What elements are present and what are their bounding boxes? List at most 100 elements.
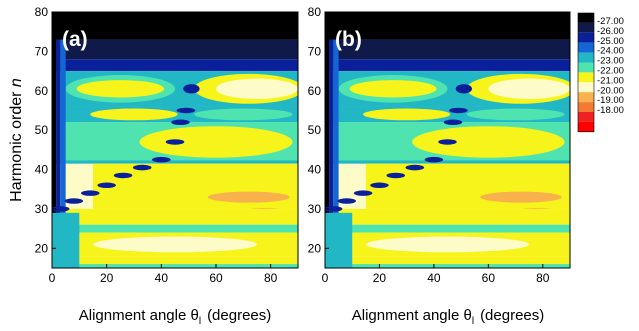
heatmap-region — [76, 80, 165, 98]
y-tick-label: 20 — [308, 241, 322, 255]
heatmap-b — [325, 12, 570, 268]
x-tick-label: 60 — [482, 271, 496, 285]
heatmap-region — [370, 182, 389, 189]
colorbar-label: -21.00 — [597, 75, 624, 86]
heatmap-region — [97, 182, 116, 189]
heatmap-region — [176, 107, 196, 114]
heatmap-a — [52, 12, 298, 268]
x-tick-label: 60 — [209, 271, 223, 285]
colorbar-swatch — [578, 72, 594, 83]
heatmap-band — [52, 264, 298, 268]
heatmap-region — [132, 164, 152, 171]
x-tick-label: 20 — [100, 271, 114, 285]
heatmap-band — [325, 12, 570, 40]
colorbar-label: -20.00 — [597, 85, 624, 96]
heatmap-region — [424, 156, 444, 163]
colorbar-swatch — [578, 13, 594, 23]
heatmap-band — [52, 59, 298, 72]
y-tick-label: 50 — [35, 123, 49, 137]
heatmap-region — [349, 80, 437, 98]
colorbar-swatch — [578, 121, 594, 132]
panel-a: 0 20 40 60 80 20 30 40 50 60 70 80 (a) Harmonic ord… — [8, 5, 299, 327]
colorbar: -27.00-26.00-25.00-24.00-23.00-22.00-21.… — [577, 12, 624, 133]
heatmap-region — [353, 190, 373, 196]
heatmap-region — [216, 78, 298, 100]
colorbar-label: -19.00 — [597, 95, 624, 106]
heatmap-region — [207, 191, 290, 203]
x-axis-label-suffix-a: (degrees) — [207, 307, 271, 324]
y-tick-label: 20 — [35, 241, 49, 255]
heatmap-region — [443, 119, 463, 126]
y-axis-label-var: n — [8, 78, 25, 87]
heatmap-region — [466, 108, 565, 121]
y-axis-label-text: Harmonic order — [8, 91, 25, 202]
y-tick-label: 40 — [308, 163, 322, 177]
panel-label-b: (b) — [335, 28, 362, 51]
heatmap-band — [325, 264, 570, 268]
y-tick-label: 80 — [308, 5, 322, 19]
axes-b: 0 20 40 60 80 20 30 40 50 60 70 80 — [308, 5, 550, 285]
y-tick-label: 70 — [35, 44, 49, 58]
heatmap-region — [488, 78, 570, 100]
heatmap-region — [139, 126, 293, 158]
x-tick-label: 80 — [264, 271, 278, 285]
colorbar-swatch — [578, 52, 594, 63]
heatmap-a-fills — [52, 12, 298, 268]
colorbar-swatch — [578, 102, 594, 112]
heatmap-band — [365, 163, 570, 209]
heatmap-b-fills — [325, 12, 570, 268]
heatmap-region — [455, 84, 473, 94]
heatmap-band — [52, 256, 298, 265]
heatmap-region — [93, 236, 257, 253]
x-axis-label-text-b: Alignment angle θ — [352, 307, 472, 324]
heatmap-region — [363, 108, 451, 121]
heatmap-band — [60, 39, 66, 268]
colorbar-label: -23.00 — [597, 56, 624, 67]
y-tick-label: 80 — [35, 5, 49, 19]
heatmap-band — [52, 224, 298, 233]
x-tick-label: 80 — [536, 271, 550, 285]
heatmap-region — [171, 119, 190, 126]
colorbar-swatch — [578, 22, 594, 33]
colorbar-frame — [577, 12, 595, 133]
y-axis-label-a: Harmonic order n — [8, 78, 25, 202]
x-tick-label: 40 — [427, 271, 441, 285]
panel-b: 0 20 40 60 80 20 30 40 50 60 70 80 (b) Alignment an… — [308, 5, 571, 327]
x-tick-label: 0 — [322, 271, 329, 285]
y-tick-label: 30 — [308, 202, 322, 216]
heatmap-region — [183, 84, 200, 94]
heatmap-band — [52, 212, 80, 268]
plot-frame-b — [324, 11, 571, 269]
colorbar-swatch — [578, 92, 594, 103]
heatmap-region — [80, 190, 100, 196]
x-axis-label-b: Alignment angle θl (degrees) — [352, 307, 545, 327]
x-axis-label-text-a: Alignment angle θ — [79, 307, 199, 324]
x-axis-label-a: Alignment angle θl (degrees) — [79, 307, 272, 327]
plot-frame-a — [51, 11, 299, 269]
heatmap-region — [365, 236, 530, 253]
heatmap-region — [405, 164, 425, 171]
y-tick-label: 30 — [35, 202, 49, 216]
x-tick-label: 0 — [49, 271, 56, 285]
colorbar-swatch — [578, 62, 594, 73]
heatmap-band — [52, 12, 298, 40]
heatmap-band — [56, 39, 61, 268]
heatmap-band — [325, 224, 570, 233]
colorbar-swatch — [578, 112, 594, 122]
x-tick-label: 20 — [373, 271, 387, 285]
y-tick-label: 40 — [35, 163, 49, 177]
x-axis-label-sub-b: l — [472, 316, 474, 327]
heatmap-band — [325, 212, 353, 268]
colorbar-swatch — [578, 32, 594, 43]
heatmap-region — [337, 198, 357, 204]
heatmap-band — [52, 208, 298, 225]
heatmap-band — [325, 256, 570, 265]
heatmap-band — [333, 39, 339, 268]
axes-a: 0 20 40 60 80 20 30 40 50 60 70 80 — [35, 5, 278, 285]
heatmap-region — [463, 12, 481, 36]
colorbar-label: -27.00 — [597, 16, 624, 27]
heatmap-band — [325, 160, 570, 164]
panel-label-a: (a) — [62, 28, 88, 51]
y-tick-label: 70 — [308, 44, 322, 58]
heatmap-band — [52, 12, 57, 268]
